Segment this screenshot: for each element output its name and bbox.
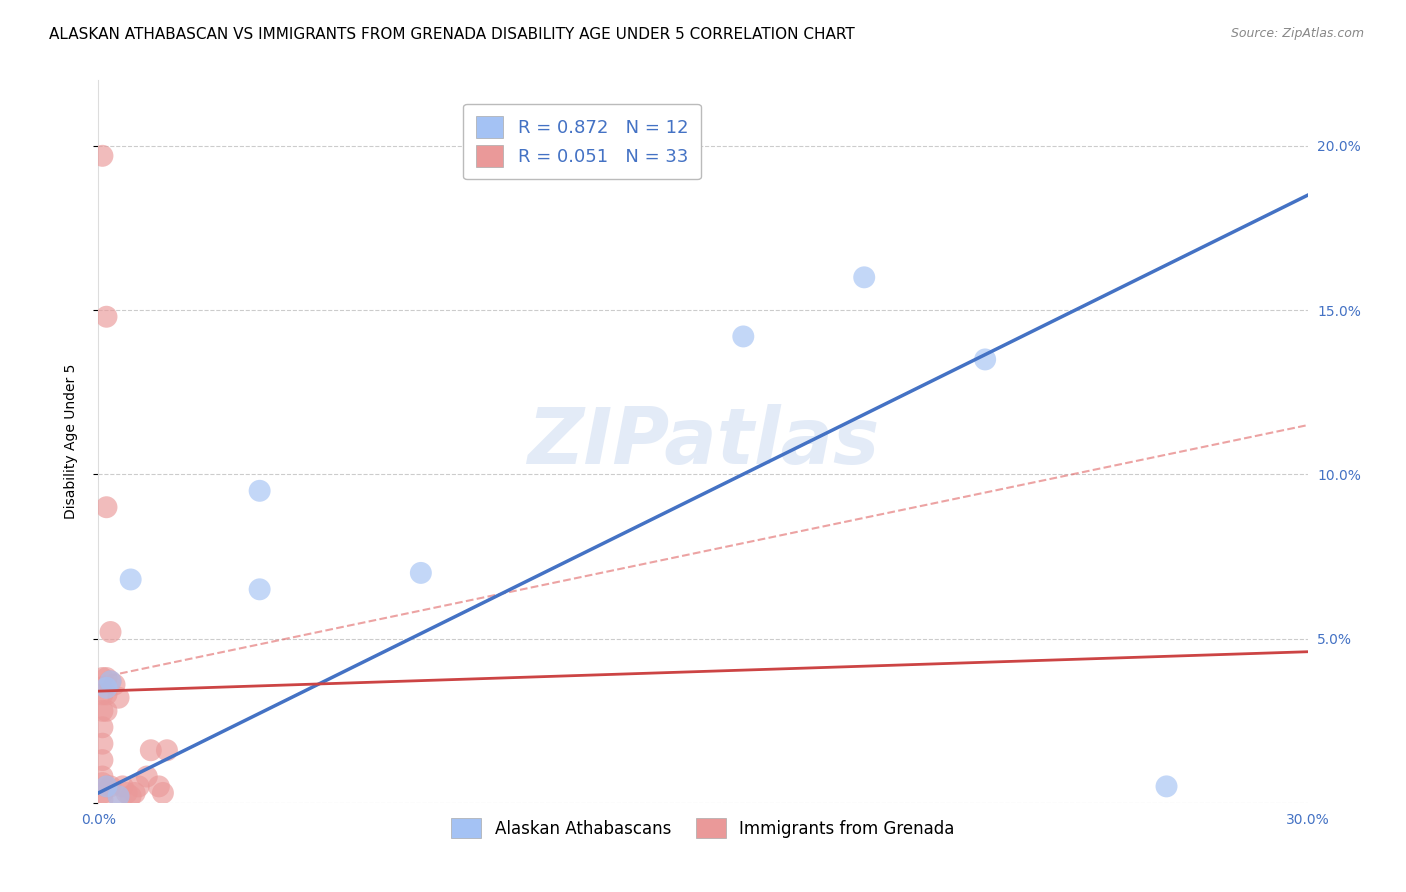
Point [96,780,118,794]
Point [96,780,118,794]
Point [91,720,114,734]
Y-axis label: Disability Age Under 5: Disability Age Under 5 [63,364,77,519]
Point [100,674,122,689]
Point [100,780,122,794]
Point [733,329,755,343]
Point [974,352,997,367]
Point [139,743,162,757]
Point [100,674,122,689]
Point [91,149,114,163]
Point [96,500,118,515]
Point [120,789,142,804]
Point [135,770,157,784]
Point [96,681,118,695]
Point [128,780,150,794]
Point [124,786,146,800]
Point [152,786,174,800]
Point [107,690,129,705]
Point [91,737,114,751]
Point [156,743,179,757]
Point [103,677,125,691]
Point [115,786,138,800]
Point [1156,780,1178,794]
Legend: Alaskan Athabascans, Immigrants from Grenada: Alaskan Athabascans, Immigrants from Gre… [444,812,962,845]
Point [91,671,114,685]
Point [853,270,876,285]
Point [120,573,142,587]
Point [249,582,271,597]
Point [96,310,118,324]
Point [107,789,129,804]
Point [148,780,170,794]
Point [107,789,129,804]
Point [91,786,114,800]
Point [91,753,114,767]
Text: Source: ZipAtlas.com: Source: ZipAtlas.com [1230,27,1364,40]
Point [91,792,114,806]
Point [96,671,118,685]
Point [249,483,271,498]
Point [409,566,432,580]
Point [91,770,114,784]
Point [111,780,134,794]
Text: ZIPatlas: ZIPatlas [527,403,879,480]
Point [91,687,114,701]
Text: ALASKAN ATHABASCAN VS IMMIGRANTS FROM GRENADA DISABILITY AGE UNDER 5 CORRELATION: ALASKAN ATHABASCAN VS IMMIGRANTS FROM GR… [49,27,855,42]
Point [96,704,118,718]
Point [91,704,114,718]
Point [91,776,114,790]
Point [96,687,118,701]
Point [100,625,122,640]
